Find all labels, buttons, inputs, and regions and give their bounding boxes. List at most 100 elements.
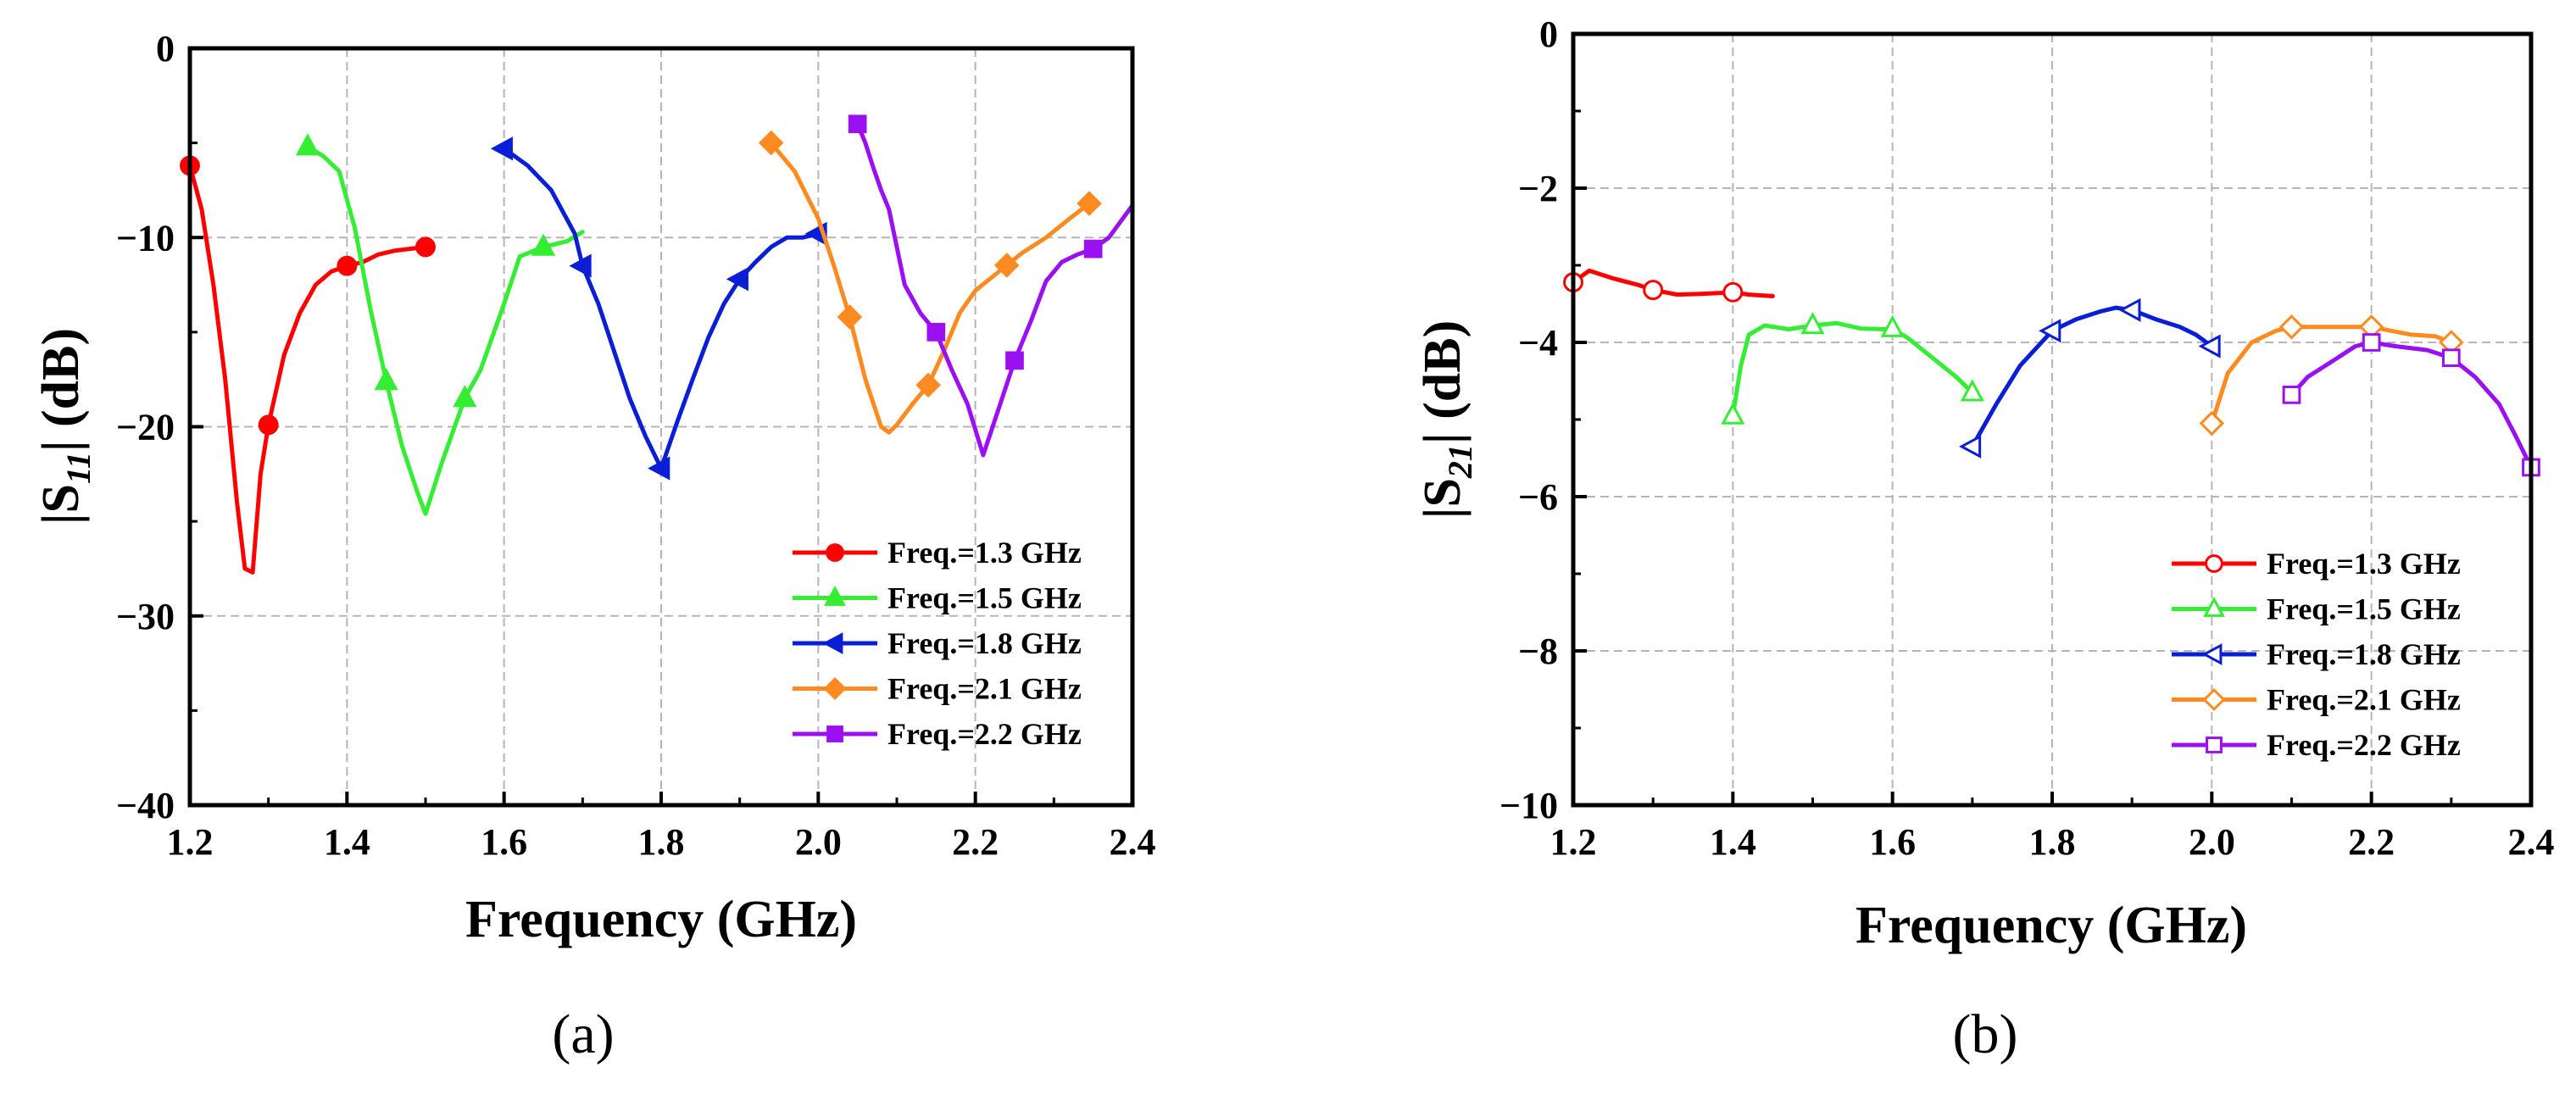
panel-b-series-freq-1-8-ghz: [1959, 297, 2221, 459]
panel-b-y-axis-title: |S21| (dB): [1414, 320, 1479, 519]
panel-a-series-freq-2-1-ghz: [758, 130, 1102, 435]
panel-b-y-tick-label-5: −10: [1499, 785, 1558, 826]
panel-a-y-tick-label-1: −10: [116, 217, 175, 258]
panel-b-y-tick-label-3: −6: [1518, 476, 1558, 518]
panel-b-legend-marker-freq-2-1-ghz: [2202, 687, 2226, 712]
panel-a-series-line-freq-2-2-ghz: [855, 121, 1135, 458]
panel-b-legend-marker-freq-1-8-ghz: [2201, 643, 2223, 665]
panel-a-legend-item-freq-1-8-ghz: Freq.=1.8 GHz: [793, 626, 1082, 660]
panel-a-x-tick-labels: 1.2 1.4 1.6 1.8 2.0 2.2 2.4: [167, 821, 1156, 863]
panel-a-point-freq-2-1-ghz-4: [1077, 191, 1102, 216]
panel-b-y-tick-labels: 0 −2 −4 −6 −8 −10: [1499, 14, 1558, 826]
panel-b-point-freq-1-3-ghz-2: [1722, 281, 1744, 303]
panel-a-x-tick-label-0: 1.2: [167, 821, 214, 863]
panel-b-point-freq-1-8-ghz-3: [2198, 334, 2221, 359]
panel-b-legend-marker-freq-2-2-ghz: [2206, 736, 2223, 753]
panel-b-point-freq-2-2-ghz-2: [2441, 348, 2461, 368]
panel-a-point-freq-1-5-ghz-3: [531, 233, 556, 256]
panel-a-point-freq-2-2-ghz-1: [926, 323, 946, 342]
panel-a-legend-label-freq-2-1-ghz: Freq.=2.1 GHz: [887, 672, 1082, 706]
panel-b-series-line-freq-1-8-ghz: [1970, 305, 2214, 449]
panel-a-legend-item-freq-1-5-ghz: Freq.=1.5 GHz: [793, 581, 1082, 615]
panel-a-point-freq-2-2-ghz-3: [1083, 239, 1103, 258]
panel-b-legend-item-freq-2-2-ghz: Freq.=2.2 GHz: [2172, 728, 2461, 762]
panel-a-point-freq-1-3-ghz-3: [415, 236, 436, 258]
panel-b-point-freq-1-8-ghz-0: [1959, 434, 1982, 459]
panel-b-legend-item-freq-1-3-ghz: Freq.=1.3 GHz: [2172, 547, 2461, 581]
panel-b-point-freq-1-5-ghz-0: [1721, 402, 1745, 425]
panel-b-series-line-freq-2-1-ghz: [2209, 325, 2454, 426]
panel-b-y-tick-label-0: 0: [1539, 14, 1558, 55]
panel-a-point-freq-1-8-ghz-1: [569, 253, 592, 278]
panel-b-legend-label-freq-2-1-ghz: Freq.=2.1 GHz: [2267, 683, 2461, 717]
panel-b-series-line-freq-1-5-ghz: [1730, 320, 1975, 418]
panel-a-series-freq-1-3-ghz: [180, 155, 436, 575]
panel-b-point-freq-2-1-ghz-1: [2278, 314, 2305, 340]
panel-a-point-freq-2-2-ghz-0: [848, 114, 867, 134]
panel-a-y-tick-label-2: −20: [116, 407, 175, 448]
panel-b-y-tick-label-2: −4: [1518, 322, 1558, 364]
panel-a-x-tick-label-3: 1.8: [638, 821, 685, 863]
panel-a-y-tick-label-4: −40: [116, 785, 175, 826]
panel-a-point-freq-1-5-ghz-1: [374, 368, 398, 391]
panel-a-y-tick-labels: 0 −10 −20 −30 −40: [116, 28, 175, 826]
panel-b-x-tick-label-0: 1.2: [1550, 821, 1597, 863]
panel-a-legend-item-freq-2-1-ghz: Freq.=2.1 GHz: [793, 672, 1082, 706]
panel-a-point-freq-1-8-ghz-3: [726, 267, 748, 292]
panel-b-legend-label-freq-1-3-ghz: Freq.=1.3 GHz: [2267, 547, 2461, 581]
panel-a-grid: [190, 48, 1132, 805]
panel-a-point-freq-1-3-ghz-1: [258, 414, 279, 436]
panel-b-x-tick-label-4: 2.0: [2189, 821, 2235, 863]
panel-a-x-tick-label-1: 1.4: [324, 821, 370, 863]
panel-b-series: [1563, 268, 2540, 477]
panel-b-x-tick-label-2: 1.6: [1869, 821, 1916, 863]
panel-a-legend-label-freq-1-8-ghz: Freq.=1.8 GHz: [887, 626, 1082, 660]
panel-a-point-freq-1-5-ghz-2: [453, 385, 477, 408]
panel-a-y-tick-label-3: −30: [116, 596, 175, 637]
panel-b-x-axis-title: Frequency (GHz): [1855, 897, 2247, 954]
panel-b-s21-chart: 1.2 1.4 1.6 1.8 2.0 2.2 2.4 0 −2 −4 −6 −8 −10 Frequ…: [1414, 14, 2555, 1065]
panel-b-point-freq-1-3-ghz-1: [1643, 280, 1664, 301]
panel-b-legend-marker-freq-1-3-ghz: [2205, 554, 2223, 573]
panel-b-point-freq-2-1-ghz-0: [2199, 410, 2225, 436]
panel-a-legend-label-freq-1-3-ghz: Freq.=1.3 GHz: [887, 536, 1082, 570]
panel-a-legend: Freq.=1.3 GHz Freq.=1.5 GHz Freq.=1.8 GHz F…: [793, 536, 1082, 751]
panel-b-point-freq-1-8-ghz-1: [2039, 319, 2061, 343]
panel-a-s11-chart: 1.2 1.4 1.6 1.8 2.0 2.2 2.4 0 −10 −20 −30 −40 Freq…: [32, 28, 1156, 1065]
panel-b-series-freq-2-1-ghz: [2199, 314, 2464, 436]
panel-a-legend-marker-freq-1-8-ghz: [822, 632, 843, 654]
panel-b-legend-item-freq-2-1-ghz: Freq.=2.1 GHz: [2172, 683, 2461, 717]
panel-a-point-freq-2-1-ghz-1: [837, 304, 863, 330]
panel-a-y-axis-title: |S11| (dB): [32, 328, 97, 525]
panel-a-series-freq-1-5-ghz: [295, 133, 585, 516]
panel-a-legend-item-freq-1-3-ghz: Freq.=1.3 GHz: [793, 536, 1082, 570]
panel-b-legend-item-freq-1-5-ghz: Freq.=1.5 GHz: [2172, 592, 2461, 626]
panel-b-x-tick-label-6: 2.4: [2508, 821, 2555, 863]
panel-b-series-freq-2-2-ghz: [2282, 333, 2540, 477]
panel-a-series-line-freq-1-5-ghz: [305, 144, 585, 516]
panel-b-series-freq-1-3-ghz: [1563, 268, 1775, 303]
panel-a-legend-label-freq-1-5-ghz: Freq.=1.5 GHz: [887, 581, 1082, 615]
panel-a-point-freq-2-1-ghz-3: [993, 253, 1020, 278]
panel-b-point-freq-1-5-ghz-1: [1800, 312, 1825, 335]
panel-a-x-tick-label-5: 2.2: [952, 821, 999, 863]
panel-a-series-line-freq-1-8-ghz: [502, 146, 821, 471]
panel-a-point-freq-2-1-ghz-2: [915, 372, 941, 398]
panel-b-legend-item-freq-1-8-ghz: Freq.=1.8 GHz: [2172, 637, 2461, 671]
panel-b-y-tick-label-1: −2: [1518, 168, 1558, 209]
panel-a-point-freq-1-5-ghz-0: [295, 133, 320, 156]
panel-a-series-freq-2-2-ghz: [848, 114, 1135, 458]
panel-a-point-freq-1-3-ghz-2: [337, 255, 358, 276]
panel-a-legend-marker-freq-2-1-ghz: [823, 676, 847, 701]
panel-b-legend-label-freq-1-5-ghz: Freq.=1.5 GHz: [2267, 592, 2461, 626]
panel-b-point-freq-1-5-ghz-3: [1960, 379, 1984, 402]
panel-b-legend-marker-freq-1-5-ghz: [2203, 596, 2225, 617]
panel-a-point-freq-1-8-ghz-2: [648, 456, 670, 481]
panel-a-legend-item-freq-2-2-ghz: Freq.=2.2 GHz: [793, 717, 1082, 751]
panel-b-series-line-freq-2-2-ghz: [2289, 340, 2534, 470]
panel-a-x-axis-title: Frequency (GHz): [465, 891, 857, 948]
panel-b-point-freq-1-8-ghz-2: [2118, 297, 2141, 322]
panel-b-legend: Freq.=1.3 GHz Freq.=1.5 GHz Freq.=1.8 GHz F…: [2172, 547, 2461, 762]
panel-a-series-freq-1-8-ghz: [490, 136, 827, 481]
